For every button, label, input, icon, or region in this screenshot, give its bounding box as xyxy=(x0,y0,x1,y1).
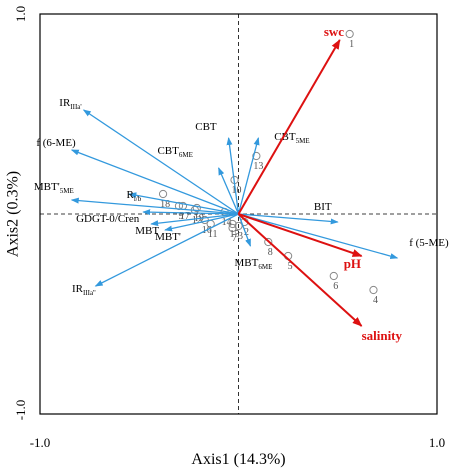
site-point-4 xyxy=(369,285,378,295)
site-label-4: 4 xyxy=(373,295,378,306)
site-label-15: 15 xyxy=(230,229,240,240)
environment-arrow-salinity xyxy=(237,213,363,327)
site-point-19 xyxy=(192,203,201,213)
site-label-7: 7 xyxy=(232,233,237,244)
site-label-14: 14 xyxy=(222,217,232,228)
site-label-9: 9 xyxy=(178,211,183,222)
site-point-1 xyxy=(345,29,354,39)
site-point-13 xyxy=(252,151,261,161)
variable-label-ir-iiia: IRIIIa' xyxy=(59,97,81,111)
site-point-3 xyxy=(234,221,243,231)
y-tick-label: -1.0 xyxy=(13,400,28,421)
variable-arrow-ir-iiia xyxy=(94,213,239,287)
site-label-1: 1 xyxy=(349,39,354,50)
variable-label-cbt: CBT xyxy=(195,121,217,133)
variable-arrow-cbt-5me xyxy=(237,137,260,215)
site-label-11: 11 xyxy=(208,229,218,240)
site-label-13: 13 xyxy=(253,161,263,172)
variable-arrow-bit xyxy=(238,213,339,225)
site-label-17: 17 xyxy=(180,211,190,222)
variable-arrow-mbt-5me xyxy=(70,197,239,215)
environment-arrow-swc xyxy=(237,39,341,215)
y-axis-title: Axis2 (0.3%) xyxy=(5,171,22,257)
variable-label-r-i-b: Ri/b xyxy=(127,189,142,203)
variable-arrow-ir-iiia xyxy=(82,109,239,215)
x-tick-label: 1.0 xyxy=(429,435,445,450)
environment-label-swc: swc xyxy=(324,24,344,39)
site-label-12: 12 xyxy=(192,215,202,226)
site-point-6 xyxy=(329,271,338,281)
variable-arrow-r-i-b xyxy=(128,192,239,215)
variable-arrow-mbt xyxy=(150,213,239,227)
variable-arrow-cbt-6me xyxy=(218,167,240,215)
site-label-18: 18 xyxy=(160,199,170,210)
site-label-8: 8 xyxy=(268,247,273,258)
site-label-10: 10 xyxy=(232,185,242,196)
variable-arrow-mbt-6me xyxy=(237,213,252,247)
site-label-2: 2 xyxy=(244,227,249,238)
variable-label-mbt-5me: MBT'5ME xyxy=(34,181,74,195)
site-point-18 xyxy=(158,189,168,199)
x-axis-title: Axis1 (14.3%) xyxy=(191,451,285,468)
axis-ticks: -1.0 1.0 1.0 -1.0 xyxy=(13,6,445,450)
variable-arrow-mbt xyxy=(164,213,239,232)
site-label-6: 6 xyxy=(333,281,338,292)
environment-layer: swc pH salinity xyxy=(237,24,403,343)
variable-label-bit: BIT xyxy=(314,201,332,213)
variable-arrow-cbt xyxy=(226,137,240,215)
y-tick-label: 1.0 xyxy=(13,6,28,22)
x-tick-label: -1.0 xyxy=(30,435,51,450)
environment-label-ph: pH xyxy=(344,256,361,271)
site-point-7 xyxy=(228,223,237,233)
variable-arrow-f-5-me xyxy=(238,213,399,260)
variable-label-mbt-6me: MBT6ME xyxy=(235,257,273,271)
site-point-8 xyxy=(264,237,273,247)
variable-arrow-gdgt-0-cren xyxy=(142,209,239,216)
variable-label-mbt: MBT' xyxy=(155,231,181,243)
variable-label-cbt-5me: CBT5ME xyxy=(274,131,309,145)
variable-arrow-f-6-me xyxy=(70,149,239,215)
site-label-3: 3 xyxy=(238,231,243,242)
variable-label-mbt: MBT xyxy=(135,225,159,237)
variable-label-ir-iiia: IRIIIa'' xyxy=(72,283,96,297)
variable-label-f-6-me: f (6-ME) xyxy=(36,137,76,149)
variables-layer: IRIIIa'f (6-ME)MBT'5ME Ri/bGDGT-0/CrenMBT… xyxy=(34,97,449,297)
variable-label-cbt-6me: CBT6ME xyxy=(157,145,192,159)
variable-label-gdgt-0-cren: GDGT-0/Cren xyxy=(76,213,140,225)
environment-label-salinity: salinity xyxy=(362,328,403,343)
environment-arrow-ph xyxy=(238,213,363,257)
site-point-15 xyxy=(228,219,237,229)
site-label-5: 5 xyxy=(288,261,293,272)
variable-label-f-5-me: f (5-ME) xyxy=(409,237,449,249)
